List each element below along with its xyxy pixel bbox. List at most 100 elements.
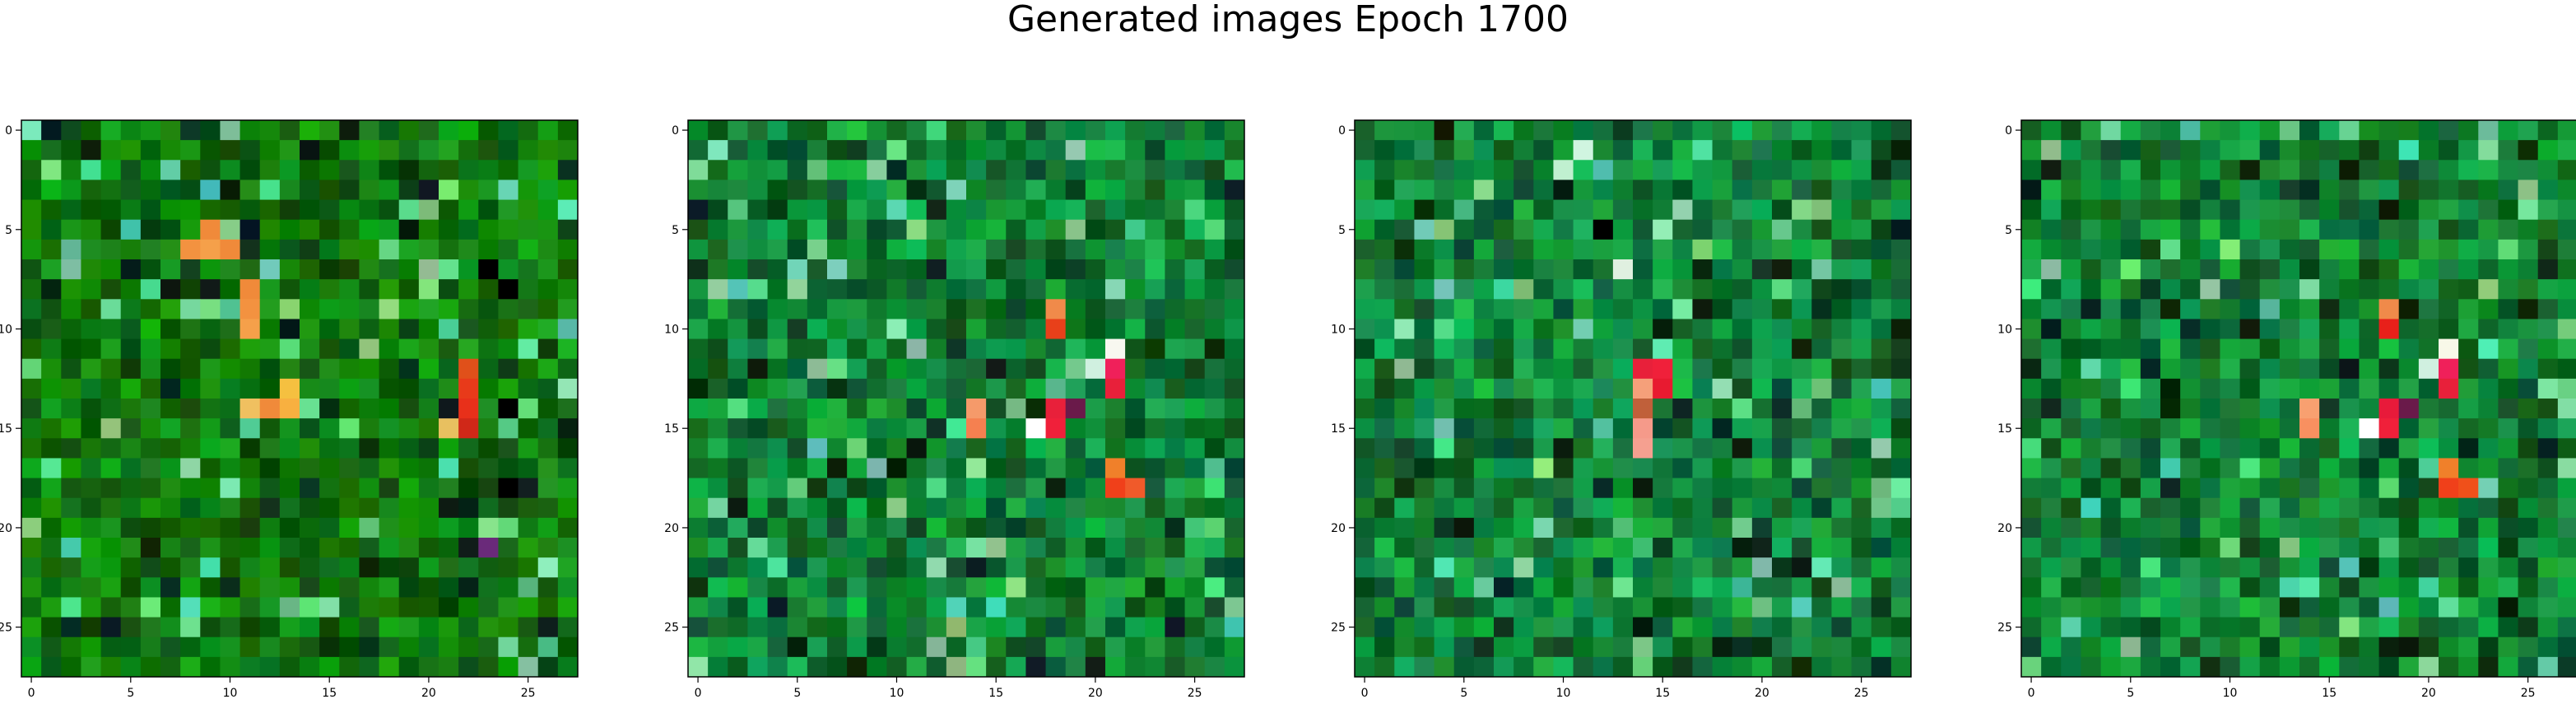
pixel-cell (1025, 358, 1047, 380)
pixel-cell (1434, 120, 1455, 141)
pixel-cell (767, 656, 788, 678)
pixel-cell (220, 438, 241, 459)
pixel-cell (2279, 458, 2300, 479)
pixel-cell (1065, 557, 1086, 578)
pixel-cell (906, 299, 928, 319)
pixel-cell (2100, 279, 2122, 300)
pixel-cell (61, 358, 81, 380)
pixel-cell (1414, 338, 1435, 360)
pixel-cell (61, 557, 81, 578)
pixel-cell (1473, 358, 1495, 380)
pixel-cell (1204, 636, 1225, 658)
pixel-cell (1125, 378, 1146, 399)
pixel-cell (1732, 517, 1753, 538)
pixel-cell (1514, 418, 1534, 439)
pixel-cell (1394, 338, 1415, 360)
pixel-cell (1593, 438, 1614, 459)
pixel-cell (439, 418, 459, 439)
pixel-cell (1374, 378, 1395, 399)
pixel-cell (2180, 299, 2201, 319)
pixel-cell (946, 617, 967, 638)
pixel-cell (458, 319, 479, 340)
pixel-cell (1414, 636, 1435, 658)
pixel-cell (379, 358, 400, 380)
pixel-cell (1653, 180, 1673, 201)
pixel-cell (827, 299, 848, 319)
pixel-cell (1374, 517, 1395, 538)
pixel-cell (1065, 399, 1086, 419)
pixel-cell (2418, 180, 2439, 201)
pixel-cell (1653, 199, 1673, 221)
pixel-cell (1633, 538, 1653, 558)
pixel-cell (81, 140, 102, 161)
pixel-cell (160, 378, 181, 399)
pixel-cell (518, 438, 539, 459)
pixel-cell (1751, 557, 1773, 578)
pixel-cell (100, 399, 122, 419)
pixel-cell (418, 120, 439, 141)
pixel-cell (708, 120, 728, 141)
pixel-cell (2021, 478, 2042, 499)
pixel-cell (946, 418, 967, 439)
pixel-cell (1434, 239, 1455, 260)
pixel-cell (1414, 259, 1435, 280)
pixel-cell (259, 538, 281, 558)
pixel-cell (220, 338, 241, 360)
pixel-cell (1712, 120, 1733, 141)
pixel-cell (1006, 517, 1026, 538)
pixel-cell (200, 538, 221, 558)
pixel-cell (1394, 517, 1415, 538)
pixel-cell (2299, 358, 2320, 380)
pixel-cell (2518, 418, 2539, 439)
pixel-cell (1811, 458, 1832, 479)
pixel-cell (708, 458, 728, 479)
pixel-cell (2180, 219, 2201, 240)
pixel-cell (379, 378, 400, 399)
pixel-cell (708, 140, 728, 161)
pixel-cell (41, 319, 62, 340)
pixel-cell (2418, 557, 2439, 578)
pixel-cell (827, 279, 848, 300)
pixel-cell (2498, 438, 2519, 459)
pixel-cell (728, 120, 748, 141)
pixel-cell (220, 299, 241, 319)
pixel-cell (498, 338, 519, 360)
pixel-cell (1533, 239, 1554, 260)
pixel-cell (1573, 399, 1594, 419)
pixel-cell (1394, 160, 1415, 180)
pixel-cell (807, 517, 828, 538)
pixel-cell (906, 636, 928, 658)
x-tick-label: 5 (127, 687, 134, 700)
pixel-cell (2220, 418, 2241, 439)
pixel-cell (418, 538, 439, 558)
pixel-cell (2398, 617, 2420, 638)
pixel-cell (2537, 497, 2559, 519)
pixel-cell (827, 219, 848, 240)
pixel-cell (787, 319, 808, 340)
pixel-cell (1494, 338, 1514, 360)
pixel-cell (1006, 338, 1026, 360)
pixel-cell (2279, 180, 2300, 201)
pixel-cell (21, 597, 42, 618)
pixel-cell (1453, 399, 1475, 419)
pixel-cell (867, 577, 887, 598)
pixel-cell (2537, 140, 2559, 161)
pixel-cell (1653, 378, 1673, 399)
pixel-cell (2061, 259, 2081, 280)
pixel-cell (1085, 617, 1106, 638)
pixel-cell (478, 557, 499, 578)
pixel-cell (120, 617, 142, 638)
pixel-cell (886, 338, 908, 360)
pixel-cell (478, 497, 499, 519)
pixel-cell (279, 517, 300, 538)
pixel-cell (2537, 517, 2559, 538)
pixel-cell (2220, 160, 2241, 180)
pixel-cell (1672, 219, 1693, 240)
pixel-cell (2100, 180, 2122, 201)
pixel-cell (160, 358, 181, 380)
pixel-cell (926, 399, 947, 419)
pixel-cell (557, 319, 579, 340)
pixel-cell (120, 239, 142, 260)
pixel-cell (2140, 497, 2161, 519)
pixel-cell (688, 140, 709, 161)
